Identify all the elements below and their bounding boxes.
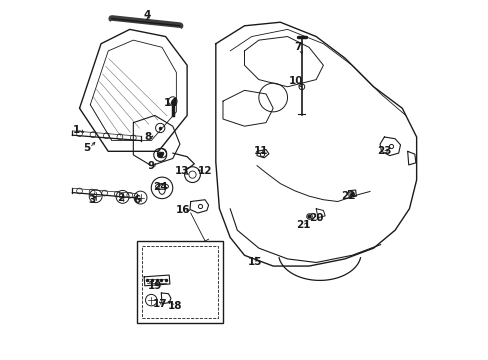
Text: 5: 5	[83, 143, 90, 153]
Text: 4: 4	[143, 10, 151, 20]
Text: 17: 17	[153, 299, 167, 309]
Text: 21: 21	[296, 220, 310, 230]
Text: 8: 8	[144, 132, 151, 142]
Text: 3: 3	[88, 195, 96, 205]
Bar	[142, 246, 217, 318]
Text: 16: 16	[176, 206, 190, 216]
Text: 22: 22	[341, 191, 355, 201]
Text: 10: 10	[289, 76, 303, 86]
Text: 14: 14	[163, 98, 178, 108]
Text: 20: 20	[308, 213, 323, 222]
Text: 13: 13	[174, 166, 188, 176]
Text: 19: 19	[147, 281, 162, 291]
Text: 18: 18	[167, 301, 182, 311]
Text: 9: 9	[147, 161, 155, 171]
Text: 12: 12	[198, 166, 212, 176]
Text: 15: 15	[247, 257, 262, 267]
Text: 1: 1	[72, 125, 80, 135]
Circle shape	[157, 152, 163, 158]
Text: 2: 2	[117, 193, 124, 203]
Bar	[137, 241, 223, 323]
Text: 23: 23	[376, 146, 391, 156]
Text: 7: 7	[294, 42, 302, 52]
Text: 6: 6	[133, 195, 140, 205]
Text: 24: 24	[153, 182, 167, 192]
Text: 11: 11	[253, 146, 267, 156]
